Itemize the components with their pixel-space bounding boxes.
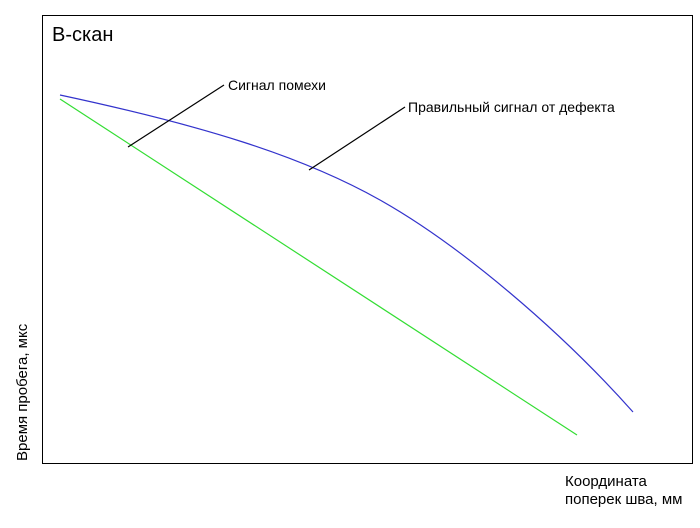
x-axis-label-line2: поперек шва, мм bbox=[565, 491, 683, 508]
defect-leader-line bbox=[308, 106, 406, 171]
noise-signal-line bbox=[59, 98, 578, 436]
x-axis-label-line1: Координата bbox=[565, 473, 647, 490]
defect-signal-annotation: Правильный сигнал от дефекта bbox=[408, 99, 615, 115]
defect-signal-curve bbox=[59, 94, 634, 413]
plot-frame bbox=[42, 15, 693, 464]
noise-signal-annotation: Сигнал помехи bbox=[228, 77, 326, 93]
diagram-title: В-скан bbox=[52, 24, 114, 46]
y-axis-label: Время пробега, мкс bbox=[14, 323, 31, 461]
noise-leader-line bbox=[127, 84, 225, 148]
x-axis-label: Координата поперек шва, мм bbox=[565, 473, 682, 509]
